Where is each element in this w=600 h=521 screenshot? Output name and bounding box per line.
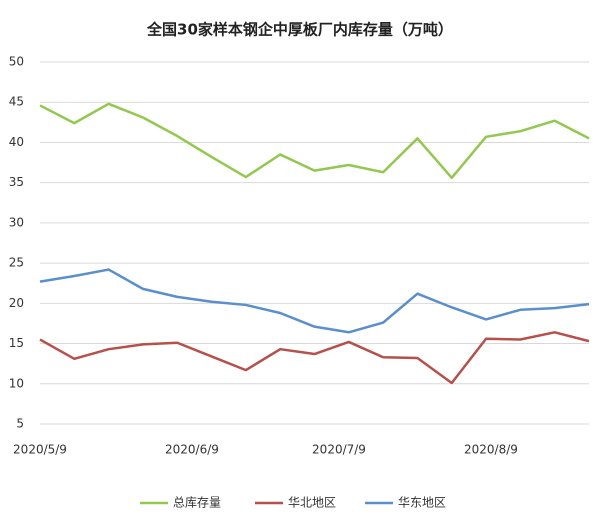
y-tick-label: 35 xyxy=(9,175,24,189)
y-tick-label: 25 xyxy=(9,256,24,270)
y-tick-label: 50 xyxy=(9,55,24,69)
x-tick-label: 2020/6/9 xyxy=(165,443,219,457)
series-line xyxy=(39,268,590,334)
legend-label: 华东地区 xyxy=(398,496,446,510)
y-tick-label: 15 xyxy=(9,336,24,350)
x-tick-label: 2020/7/9 xyxy=(312,443,366,457)
series-line xyxy=(39,102,590,180)
legend-label: 总库存量 xyxy=(173,495,221,510)
y-tick-label: 10 xyxy=(9,376,24,390)
y-tick-label: 45 xyxy=(9,95,24,109)
y-tick-label: 5 xyxy=(16,417,24,431)
x-tick-label: 2020/8/9 xyxy=(464,443,518,457)
y-tick-label: 20 xyxy=(9,296,24,310)
chart-title: 全国30家样本钢企中厚板厂内库存量（万吨） xyxy=(146,21,453,39)
legend-label: 华北地区 xyxy=(288,496,336,510)
x-tick-label: 2020/5/9 xyxy=(13,443,67,457)
y-tick-label: 40 xyxy=(9,135,24,149)
series-line xyxy=(39,331,590,385)
y-tick-label: 30 xyxy=(9,215,24,229)
